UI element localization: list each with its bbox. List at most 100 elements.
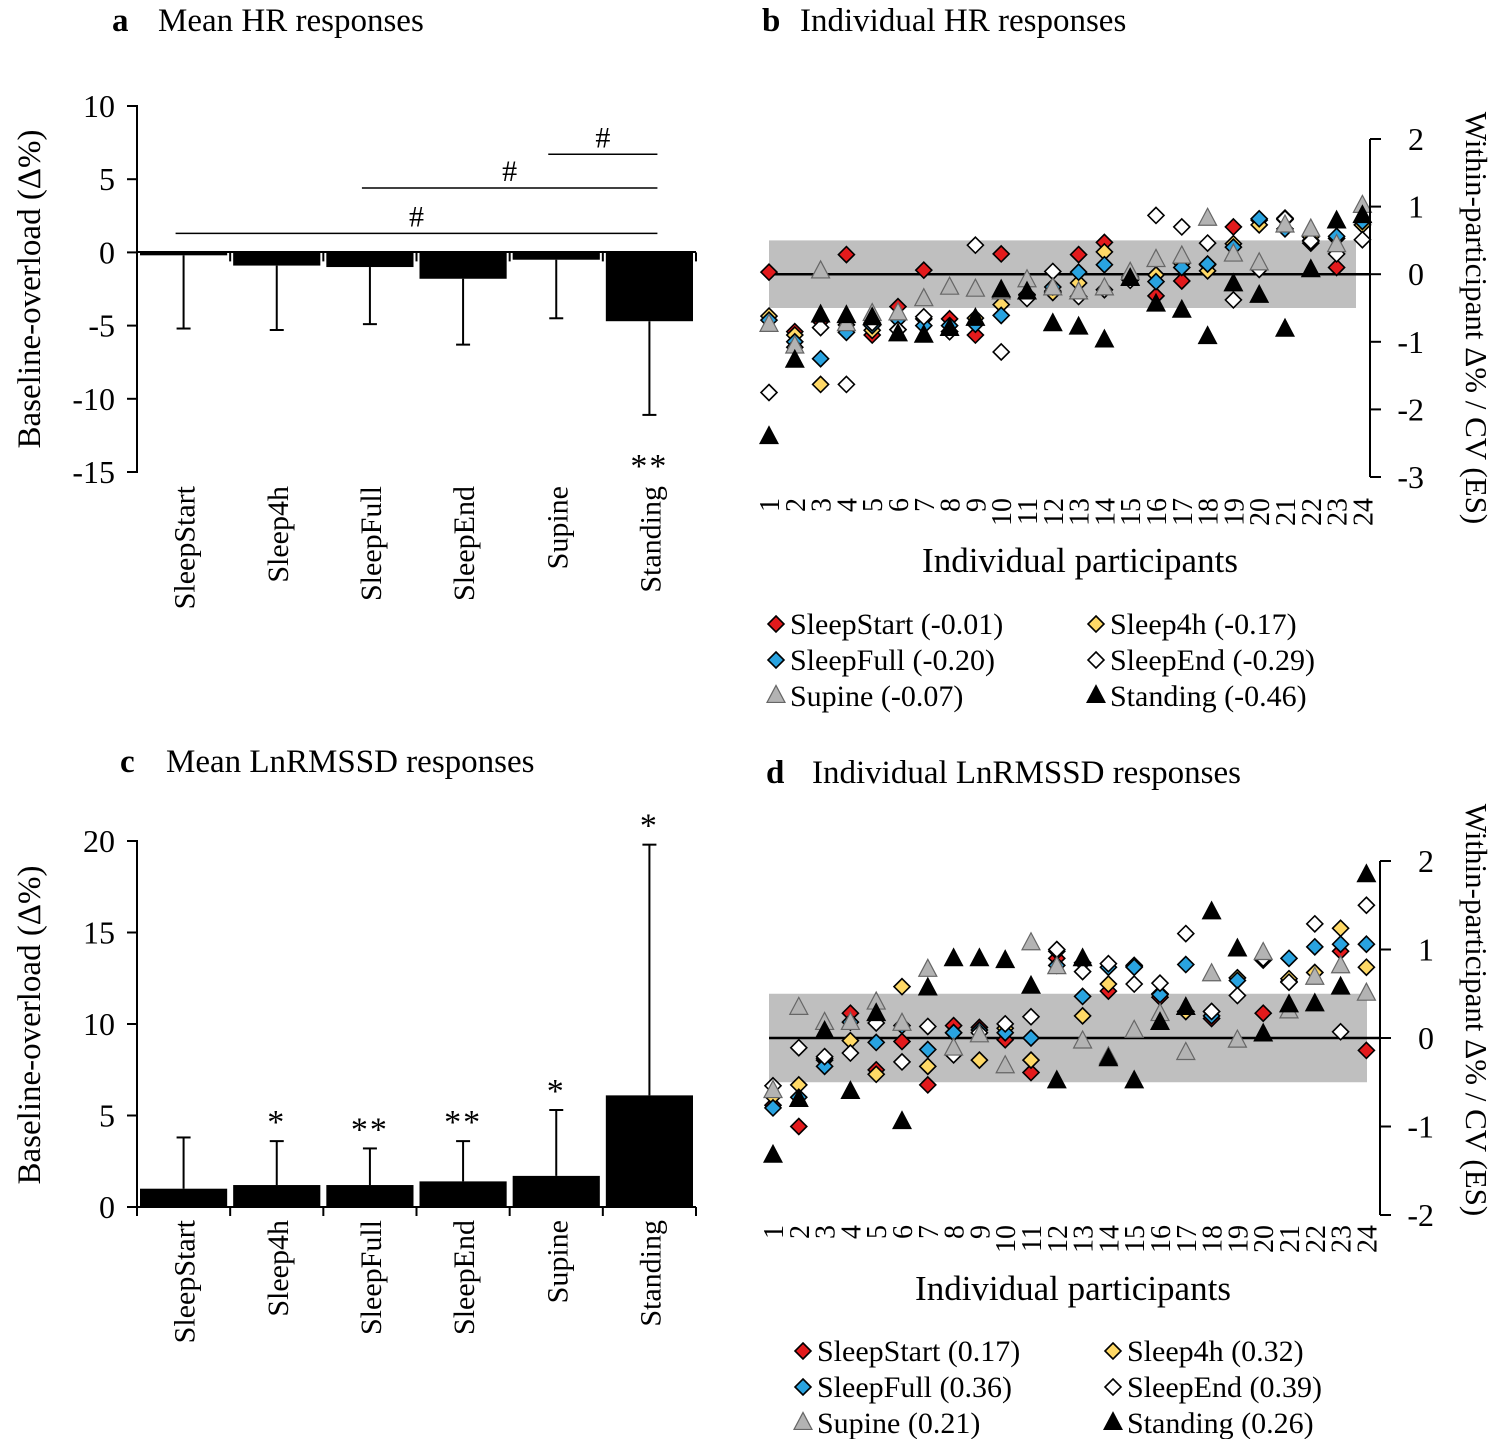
d-legend-marker-sleepfull (793, 1377, 813, 1397)
d-point-standing (1201, 900, 1222, 920)
b-point-sleepend (811, 318, 830, 337)
d-participant-tick-label: 13 (1069, 1225, 1100, 1253)
c-y-tick-label: 10 (83, 1006, 115, 1042)
d-point-standing (1072, 947, 1093, 967)
d-point-sleepfull (1357, 935, 1376, 954)
b-y-tick-label: 1 (1408, 189, 1424, 225)
d-legend-marker-sleepend (1103, 1377, 1123, 1397)
b-point-standing (1017, 280, 1037, 300)
d-point-standing (1356, 863, 1377, 883)
d-point-sleepend (1228, 986, 1247, 1005)
c-y-tick-label: 5 (99, 1098, 115, 1134)
b-point-sleepfull (992, 306, 1011, 325)
d-legend-label: Supine (0.21) (817, 1407, 980, 1439)
d-participant-tick-label: 2 (785, 1225, 816, 1239)
b-participant-tick-label: 24 (1348, 498, 1379, 526)
a-bar (140, 252, 228, 256)
d-point-standing (840, 1080, 861, 1100)
b-point-standing (1326, 209, 1347, 229)
d-point-supine (969, 1023, 990, 1043)
b-point-supine (1249, 251, 1270, 271)
b-point-sleepfull (811, 349, 830, 368)
c-y-tick-label: 20 (83, 823, 115, 859)
b-point-sleepfull (1069, 263, 1088, 282)
b-participant-tick-label: 3 (807, 498, 838, 512)
d-point-sleepfull (1331, 935, 1350, 954)
d-legend-label: SleepEnd (0.39) (1127, 1371, 1322, 1404)
c-significance-marker: ** (351, 1111, 389, 1148)
b-point-sleepend (1301, 231, 1320, 251)
b-participant-tick-label: 6 (884, 498, 915, 512)
b-point-standing (888, 322, 908, 342)
b-y-tick-label: 0 (1408, 256, 1424, 292)
panel-b-label: b (762, 3, 780, 39)
c-category-label: Standing (634, 1220, 667, 1327)
d-point-sleepend (892, 1052, 912, 1072)
b-legend-label: Standing (-0.46) (1110, 680, 1307, 713)
b-point-sleepstart (1327, 258, 1346, 277)
b-point-sleepfull (1095, 255, 1114, 274)
b-point-sleepstart (1069, 245, 1088, 264)
panel-a-mean-hr: a Mean HR responses Baseline-overload (Δ… (12, 3, 697, 609)
c-y-tick-label: 0 (99, 1189, 115, 1225)
d-point-sleepend (1150, 973, 1170, 993)
b-point-standing (1120, 267, 1141, 286)
d-point-sleepend (1202, 1002, 1221, 1021)
b-point-sleepend (837, 375, 856, 394)
d-point-sleep4h (1331, 919, 1350, 938)
d-participant-tick-label: 12 (1043, 1225, 1074, 1253)
d-point-standing (1124, 1069, 1145, 1089)
d-legend-marker-standing (1103, 1411, 1123, 1431)
panel-a-title: Mean HR responses (158, 3, 424, 39)
b-legend-marker-standing (1086, 684, 1106, 704)
d-point-sleepend (1331, 1022, 1350, 1041)
b-y-tick-label: 2 (1408, 121, 1424, 157)
d-point-sleepend (1125, 974, 1144, 994)
b-participant-tick-label: 22 (1297, 498, 1328, 526)
d-participant-tick-label: 14 (1094, 1225, 1125, 1253)
b-point-sleepend (1224, 290, 1243, 310)
panel-c-label: c (120, 744, 135, 780)
d-legend-marker-supine (793, 1411, 813, 1431)
b-point-sleepfull (1198, 254, 1217, 274)
b-point-supine (939, 275, 960, 295)
d-participant-tick-label: 20 (1249, 1225, 1280, 1253)
a-bar (326, 252, 414, 268)
d-point-supine (840, 1011, 861, 1031)
a-y-tick-label: 5 (99, 161, 115, 197)
d-point-standing (969, 947, 990, 967)
d-participant-tick-label: 18 (1198, 1225, 1229, 1253)
b-participant-tick-label: 23 (1323, 498, 1354, 526)
b-legend-marker-sleepfull (766, 650, 786, 670)
d-point-sleep4h (1021, 1050, 1041, 1070)
b-participant-tick-label: 20 (1245, 498, 1276, 526)
a-bar (605, 252, 693, 322)
b-point-sleep4h (811, 375, 830, 394)
d-point-standing (788, 1088, 809, 1108)
b-point-supine (810, 259, 831, 279)
d-point-sleep4h (1073, 1006, 1092, 1026)
d-y-tick-label: -1 (1407, 1109, 1434, 1145)
b-point-standing (1042, 312, 1063, 332)
b-legend-label: Sleep4h (-0.17) (1110, 608, 1297, 641)
panel-c-y-axis-label: Baseline-overload (Δ%) (12, 865, 48, 1184)
b-point-standing (1223, 272, 1244, 292)
panel-b-y-axis-label: Within-participant Δ% / CV (ES) (1459, 112, 1489, 524)
c-significance-marker: * (267, 1104, 286, 1141)
d-point-standing (1227, 937, 1248, 957)
panel-b-title: Individual HR responses (800, 3, 1126, 39)
d-point-supine (1046, 955, 1067, 975)
b-point-supine (1223, 242, 1244, 262)
a-bar (512, 252, 600, 260)
b-point-sleepstart (966, 325, 985, 345)
a-bar (419, 252, 507, 279)
panel-d-x-axis-label: Individual participants (915, 1269, 1231, 1308)
d-y-tick-label: 0 (1418, 1020, 1434, 1056)
b-point-sleepend (1198, 233, 1217, 253)
b-legend-label: SleepStart (-0.01) (790, 608, 1003, 641)
d-point-supine (995, 1054, 1016, 1074)
d-participant-tick-label: 22 (1301, 1225, 1332, 1253)
d-point-sleepend (815, 1047, 834, 1066)
c-bar (326, 1185, 414, 1207)
c-category-label: SleepEnd (448, 1220, 481, 1335)
